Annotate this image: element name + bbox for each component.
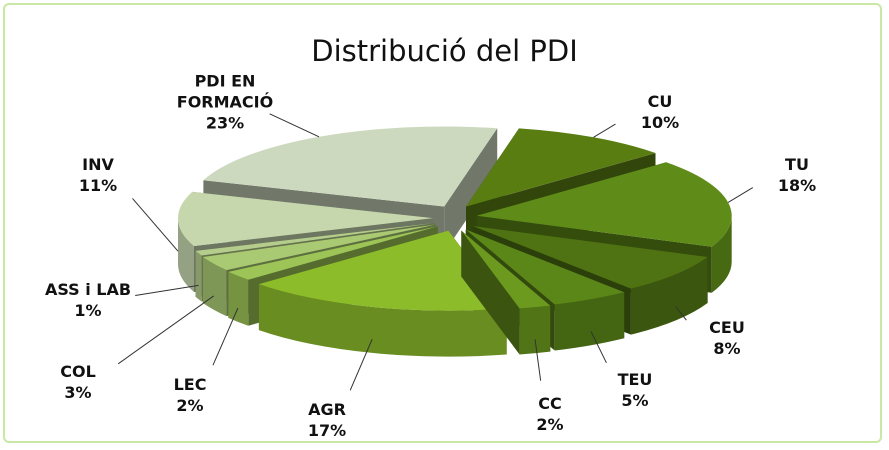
category-label: INV [82, 155, 114, 174]
category-label: TU [785, 155, 809, 174]
slice-wall [519, 305, 551, 355]
value-label: 5% [621, 391, 649, 410]
value-label: 8% [713, 339, 741, 358]
leader-line [534, 339, 542, 381]
slice-label: CU 10% [599, 91, 721, 133]
slice-top [461, 230, 551, 309]
leader-line [675, 306, 687, 321]
category-label: COL [60, 362, 96, 381]
slice-label: CEU 8% [666, 317, 788, 359]
slice-top [466, 128, 656, 207]
category-label: CU [647, 92, 673, 111]
slice-top [203, 126, 498, 207]
slice-top [258, 230, 507, 311]
category-label: PDI EN FORMACIÓ [176, 71, 274, 112]
category-label: AGR [308, 400, 346, 419]
slice-label: ASS i LAB 1% [27, 279, 149, 321]
value-label: 10% [640, 113, 680, 132]
slice-top [178, 191, 434, 247]
chart-frame [3, 3, 882, 443]
value-label: 18% [777, 176, 817, 195]
category-label: LEC [173, 375, 207, 394]
slice-label: INV 11% [37, 154, 159, 196]
leader-line [212, 307, 239, 366]
category-label: CEU [709, 318, 745, 337]
chart-title: Distribució del PDI [311, 34, 578, 68]
slice-label: CC 2% [489, 393, 611, 435]
slice-top [228, 226, 438, 280]
slice-top [195, 222, 435, 256]
leader-line [117, 295, 214, 365]
slice-top [202, 224, 436, 271]
slice-side [461, 230, 520, 355]
leader-line [593, 123, 616, 138]
value-label: 2% [176, 396, 204, 415]
leader-line [135, 284, 199, 297]
slice-wall [195, 250, 202, 302]
slice-label: TU 18% [736, 154, 858, 196]
leader-line [269, 113, 320, 138]
slice-label: TEU 5% [574, 369, 696, 411]
leader-line [727, 187, 754, 203]
category-label: CC [538, 394, 562, 413]
slice-wall [178, 218, 194, 293]
value-label: 1% [74, 301, 102, 320]
leader-line [132, 198, 179, 252]
slice-wall [228, 271, 249, 326]
category-label: ASS i LAB [44, 280, 132, 299]
value-label: 2% [536, 415, 564, 434]
slice-label: AGR 17% [266, 399, 388, 441]
slice-side [444, 128, 498, 253]
leader-line [590, 331, 607, 364]
slice-top [476, 162, 732, 247]
leader-line [349, 338, 373, 391]
category-label: TEU [617, 370, 653, 389]
value-label: 11% [78, 176, 118, 195]
slice-label: LEC 2% [129, 374, 251, 416]
slice-wall [554, 292, 625, 351]
slice-label: COL 3% [17, 361, 139, 403]
slice-top [472, 225, 708, 289]
slice-wall [258, 284, 507, 357]
slice-wall [630, 256, 708, 335]
slice-wall [711, 215, 732, 293]
pie-slice [461, 230, 551, 355]
slice-label: PDI EN FORMACIÓ 23% [164, 71, 286, 134]
value-label: 3% [64, 383, 92, 402]
value-label: 17% [307, 421, 347, 440]
slice-top [465, 229, 625, 305]
value-label: 23% [205, 113, 245, 133]
slice-wall [202, 257, 227, 317]
